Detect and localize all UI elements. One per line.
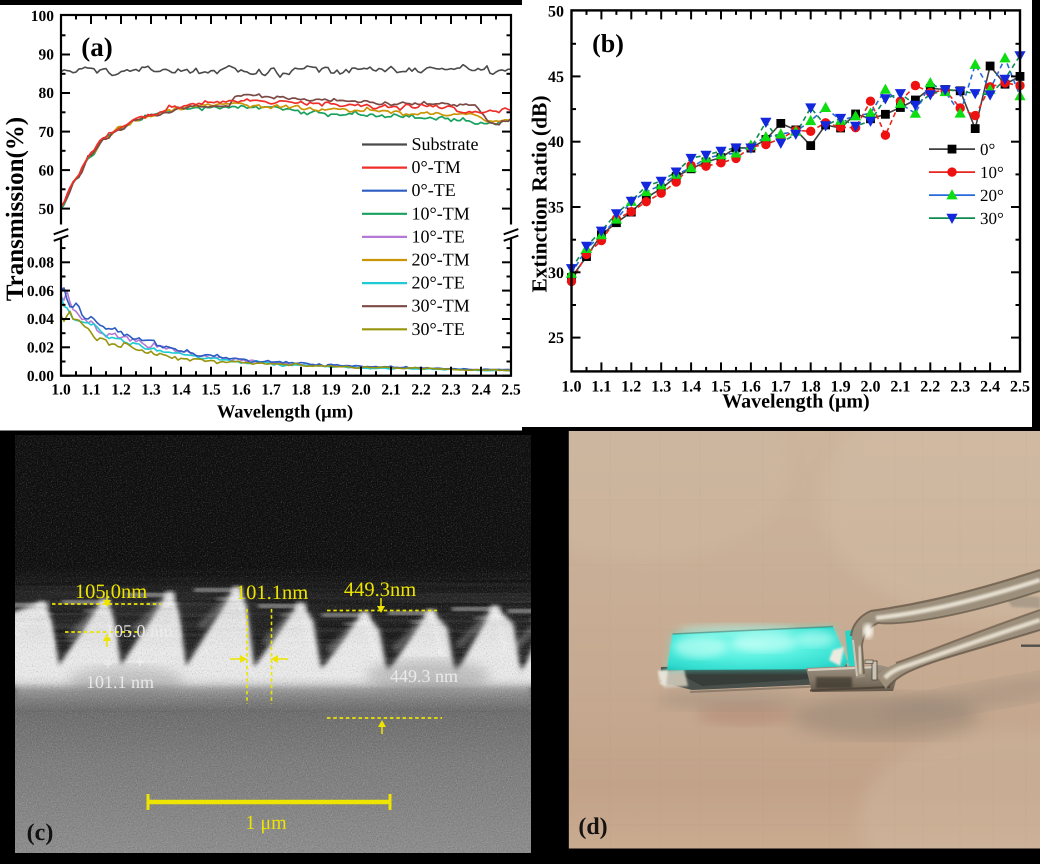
svg-text:50: 50 [39, 201, 55, 218]
svg-text:105.0 nm: 105.0 nm [105, 621, 173, 641]
svg-text:50: 50 [548, 4, 564, 21]
svg-text:0.00: 0.00 [27, 368, 54, 385]
svg-text:35: 35 [548, 200, 564, 217]
svg-text:1.4: 1.4 [681, 379, 701, 396]
svg-text:(a): (a) [81, 32, 112, 62]
svg-text:101.1nm: 101.1nm [236, 582, 308, 604]
svg-text:1.2: 1.2 [621, 379, 641, 396]
svg-text:(c): (c) [27, 820, 54, 846]
svg-text:(b): (b) [592, 29, 624, 58]
svg-text:1.0: 1.0 [562, 379, 582, 396]
svg-text:30: 30 [548, 265, 564, 282]
svg-text:2.0: 2.0 [351, 382, 371, 399]
svg-text:0°: 0° [980, 140, 995, 159]
svg-text:2.1: 2.1 [381, 382, 400, 399]
svg-text:2.2: 2.2 [920, 379, 940, 396]
svg-text:10°-TE: 10°-TE [412, 226, 465, 246]
svg-text:2.5: 2.5 [501, 382, 521, 399]
svg-text:1.1: 1.1 [81, 382, 100, 399]
svg-text:2.4: 2.4 [980, 379, 1000, 396]
svg-text:30°-TE: 30°-TE [412, 319, 465, 339]
svg-text:0°-TM: 0°-TM [412, 157, 461, 177]
svg-text:45: 45 [548, 69, 564, 86]
svg-text:2.5: 2.5 [1010, 379, 1030, 396]
svg-text:2.1: 2.1 [890, 379, 910, 396]
svg-text:2.2: 2.2 [411, 382, 431, 399]
svg-text:1.9: 1.9 [321, 382, 341, 399]
svg-text:100: 100 [31, 8, 55, 25]
svg-text:0°-TE: 0°-TE [412, 180, 456, 200]
svg-text:0.08: 0.08 [27, 255, 54, 272]
svg-text:449.3 nm: 449.3 nm [390, 666, 458, 686]
svg-text:1 μm: 1 μm [245, 812, 287, 834]
svg-text:1.8: 1.8 [801, 379, 821, 396]
svg-text:30°-TM: 30°-TM [412, 296, 470, 316]
svg-text:1.2: 1.2 [111, 382, 131, 399]
svg-text:1.6: 1.6 [231, 382, 251, 399]
svg-text:90: 90 [39, 47, 55, 64]
svg-text:20°-TE: 20°-TE [412, 273, 465, 293]
svg-text:20°: 20° [980, 186, 1004, 205]
svg-text:20°-TM: 20°-TM [412, 250, 470, 270]
svg-text:Wavelength (μm): Wavelength (μm) [217, 403, 353, 423]
svg-text:1.7: 1.7 [771, 379, 791, 396]
svg-text:1.0: 1.0 [51, 382, 71, 399]
svg-text:105.0nm: 105.0nm [75, 581, 147, 603]
svg-text:80: 80 [39, 85, 55, 102]
svg-text:2.3: 2.3 [441, 382, 461, 399]
svg-text:(d): (d) [578, 814, 607, 840]
svg-text:449.3nm: 449.3nm [344, 579, 416, 601]
svg-text:70: 70 [39, 124, 55, 141]
svg-text:Substrate: Substrate [412, 134, 479, 154]
svg-text:10°: 10° [980, 163, 1004, 182]
svg-text:1.5: 1.5 [711, 379, 731, 396]
svg-text:101.1 nm: 101.1 nm [86, 672, 154, 692]
svg-text:1.3: 1.3 [651, 379, 671, 396]
svg-text:1.4: 1.4 [171, 382, 191, 399]
svg-text:Transmission(%): Transmission(%) [2, 117, 29, 301]
svg-text:1.1: 1.1 [591, 379, 611, 396]
svg-text:60: 60 [39, 162, 55, 179]
svg-text:1.9: 1.9 [831, 379, 851, 396]
svg-text:10°-TM: 10°-TM [412, 203, 470, 223]
svg-text:1.6: 1.6 [741, 379, 761, 396]
svg-text:2.3: 2.3 [950, 379, 970, 396]
svg-text:30°: 30° [980, 209, 1004, 228]
svg-text:1.3: 1.3 [141, 382, 161, 399]
svg-text:0.04: 0.04 [27, 311, 54, 328]
svg-text:1.7: 1.7 [261, 382, 281, 399]
svg-text:Extinction Ratio (dB): Extinction Ratio (dB) [528, 95, 552, 292]
svg-text:25: 25 [548, 330, 564, 347]
svg-text:2.4: 2.4 [471, 382, 491, 399]
svg-text:1.8: 1.8 [291, 382, 311, 399]
svg-text:Wavelength (μm): Wavelength (μm) [722, 391, 869, 413]
svg-text:1.5: 1.5 [201, 382, 221, 399]
svg-text:0.02: 0.02 [27, 340, 54, 357]
svg-text:40: 40 [548, 134, 564, 151]
svg-text:0.06: 0.06 [27, 283, 54, 300]
svg-text:2.0: 2.0 [861, 379, 881, 396]
